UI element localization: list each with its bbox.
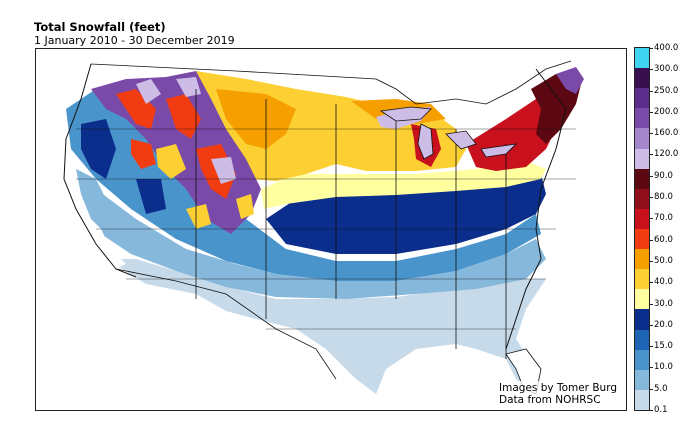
colorbar-segment	[635, 389, 649, 411]
colorbar-segment	[635, 349, 649, 371]
colorbar-tick	[650, 260, 653, 262]
colorbar-tick	[650, 90, 653, 92]
colorbar-tick	[650, 69, 653, 71]
region-new-england-purple	[556, 67, 584, 94]
political-borders	[76, 60, 576, 380]
colorbar-segment	[635, 329, 649, 351]
region-mid-south	[91, 189, 546, 299]
credit-author: Images by Tomer Burg	[499, 382, 617, 394]
colorbar-tick-label: 30.0	[654, 298, 673, 309]
snowfall-map: Images by Tomer Burg Data from NOHRSC	[35, 48, 627, 411]
colorbar-tick-label: 90.0	[654, 170, 673, 181]
colorbar-segment	[635, 188, 649, 210]
colorbar-tick	[650, 346, 653, 348]
colorbar-segment	[635, 249, 649, 270]
colorbar-tick	[650, 48, 653, 49]
colorbar-tick	[650, 324, 653, 326]
colorbar-segment	[635, 88, 649, 109]
colorbar-tick	[650, 303, 653, 305]
colorbar-tick-label: 5.0	[654, 383, 668, 394]
colorbar-tick-label: 120.0	[654, 149, 679, 160]
credits: Images by Tomer Burg Data from NOHRSC	[497, 381, 619, 407]
region-deep-south	[106, 259, 546, 394]
title-block: Total Snowfall (feet) 1 January 2010 - 3…	[34, 20, 235, 48]
colorbar-tick	[650, 388, 653, 390]
colorbar-tick	[650, 133, 653, 135]
colorbar-tick-label: 10.0	[654, 362, 673, 373]
colorbar-tick-label: 400.0	[654, 43, 679, 53]
colorbar-segment	[635, 289, 649, 310]
colorbar-tick-label: 15.0	[654, 341, 673, 352]
region-mountains-lavender	[136, 77, 236, 184]
coastline	[63, 63, 567, 350]
snowfall-colorbar	[634, 47, 650, 411]
colorbar-tick-label: 300.0	[654, 64, 679, 75]
colorbar-tick-label: 250.0	[654, 85, 679, 96]
colorbar-tick	[650, 282, 653, 284]
colorbar-tick	[650, 175, 653, 177]
date-range-subtitle: 1 January 2010 - 30 December 2019	[34, 34, 235, 47]
colorbar-tick	[650, 218, 653, 220]
colorbar-tick	[650, 111, 653, 113]
colorbar-segment	[635, 108, 649, 129]
region-california-blue	[76, 169, 111, 234]
colorbar-segment	[635, 208, 649, 230]
colorbar-segment	[635, 229, 649, 250]
colorbar-tick	[650, 239, 653, 241]
region-central-band	[66, 89, 541, 281]
colorbar-segment	[635, 148, 649, 170]
colorbar-tick-label: 40.0	[654, 277, 673, 288]
colorbar-segment	[635, 369, 649, 391]
colorbar-tick	[650, 197, 653, 199]
colorbar-tick-label: 80.0	[654, 192, 673, 203]
colorbar-segment	[635, 269, 649, 290]
colorbar-tick-label: 160.0	[654, 128, 679, 139]
map-title: Total Snowfall (feet)	[34, 20, 166, 34]
colorbar-tick-label: 50.0	[654, 255, 673, 266]
region-mountains-darkblue	[81, 119, 166, 214]
colorbar-tick-label: 70.0	[654, 213, 673, 224]
colorbar-tick	[650, 154, 653, 156]
great-lakes	[379, 106, 518, 160]
region-mountains-yellow	[156, 144, 254, 229]
colorbar-segment	[635, 309, 649, 331]
colorbar-tick-label: 60.0	[654, 234, 673, 245]
colorbar-segment	[635, 48, 649, 69]
colorbar-tick	[650, 367, 653, 369]
region-mountains-orange	[116, 89, 236, 199]
map-canvas	[36, 49, 626, 410]
colorbar-segment	[635, 128, 649, 150]
colorbar-tick-label: 200.0	[654, 106, 679, 117]
region-yellow-band	[261, 161, 546, 209]
colorbar-segment	[635, 68, 649, 89]
region-orange-patch	[216, 89, 296, 149]
credit-source: Data from NOHRSC	[499, 394, 601, 406]
colorbar-tick-label: 0.1	[654, 405, 668, 415]
colorbar-segment	[635, 168, 649, 190]
colorbar-tick	[650, 410, 653, 411]
colorbar-tick-label: 20.0	[654, 319, 673, 330]
